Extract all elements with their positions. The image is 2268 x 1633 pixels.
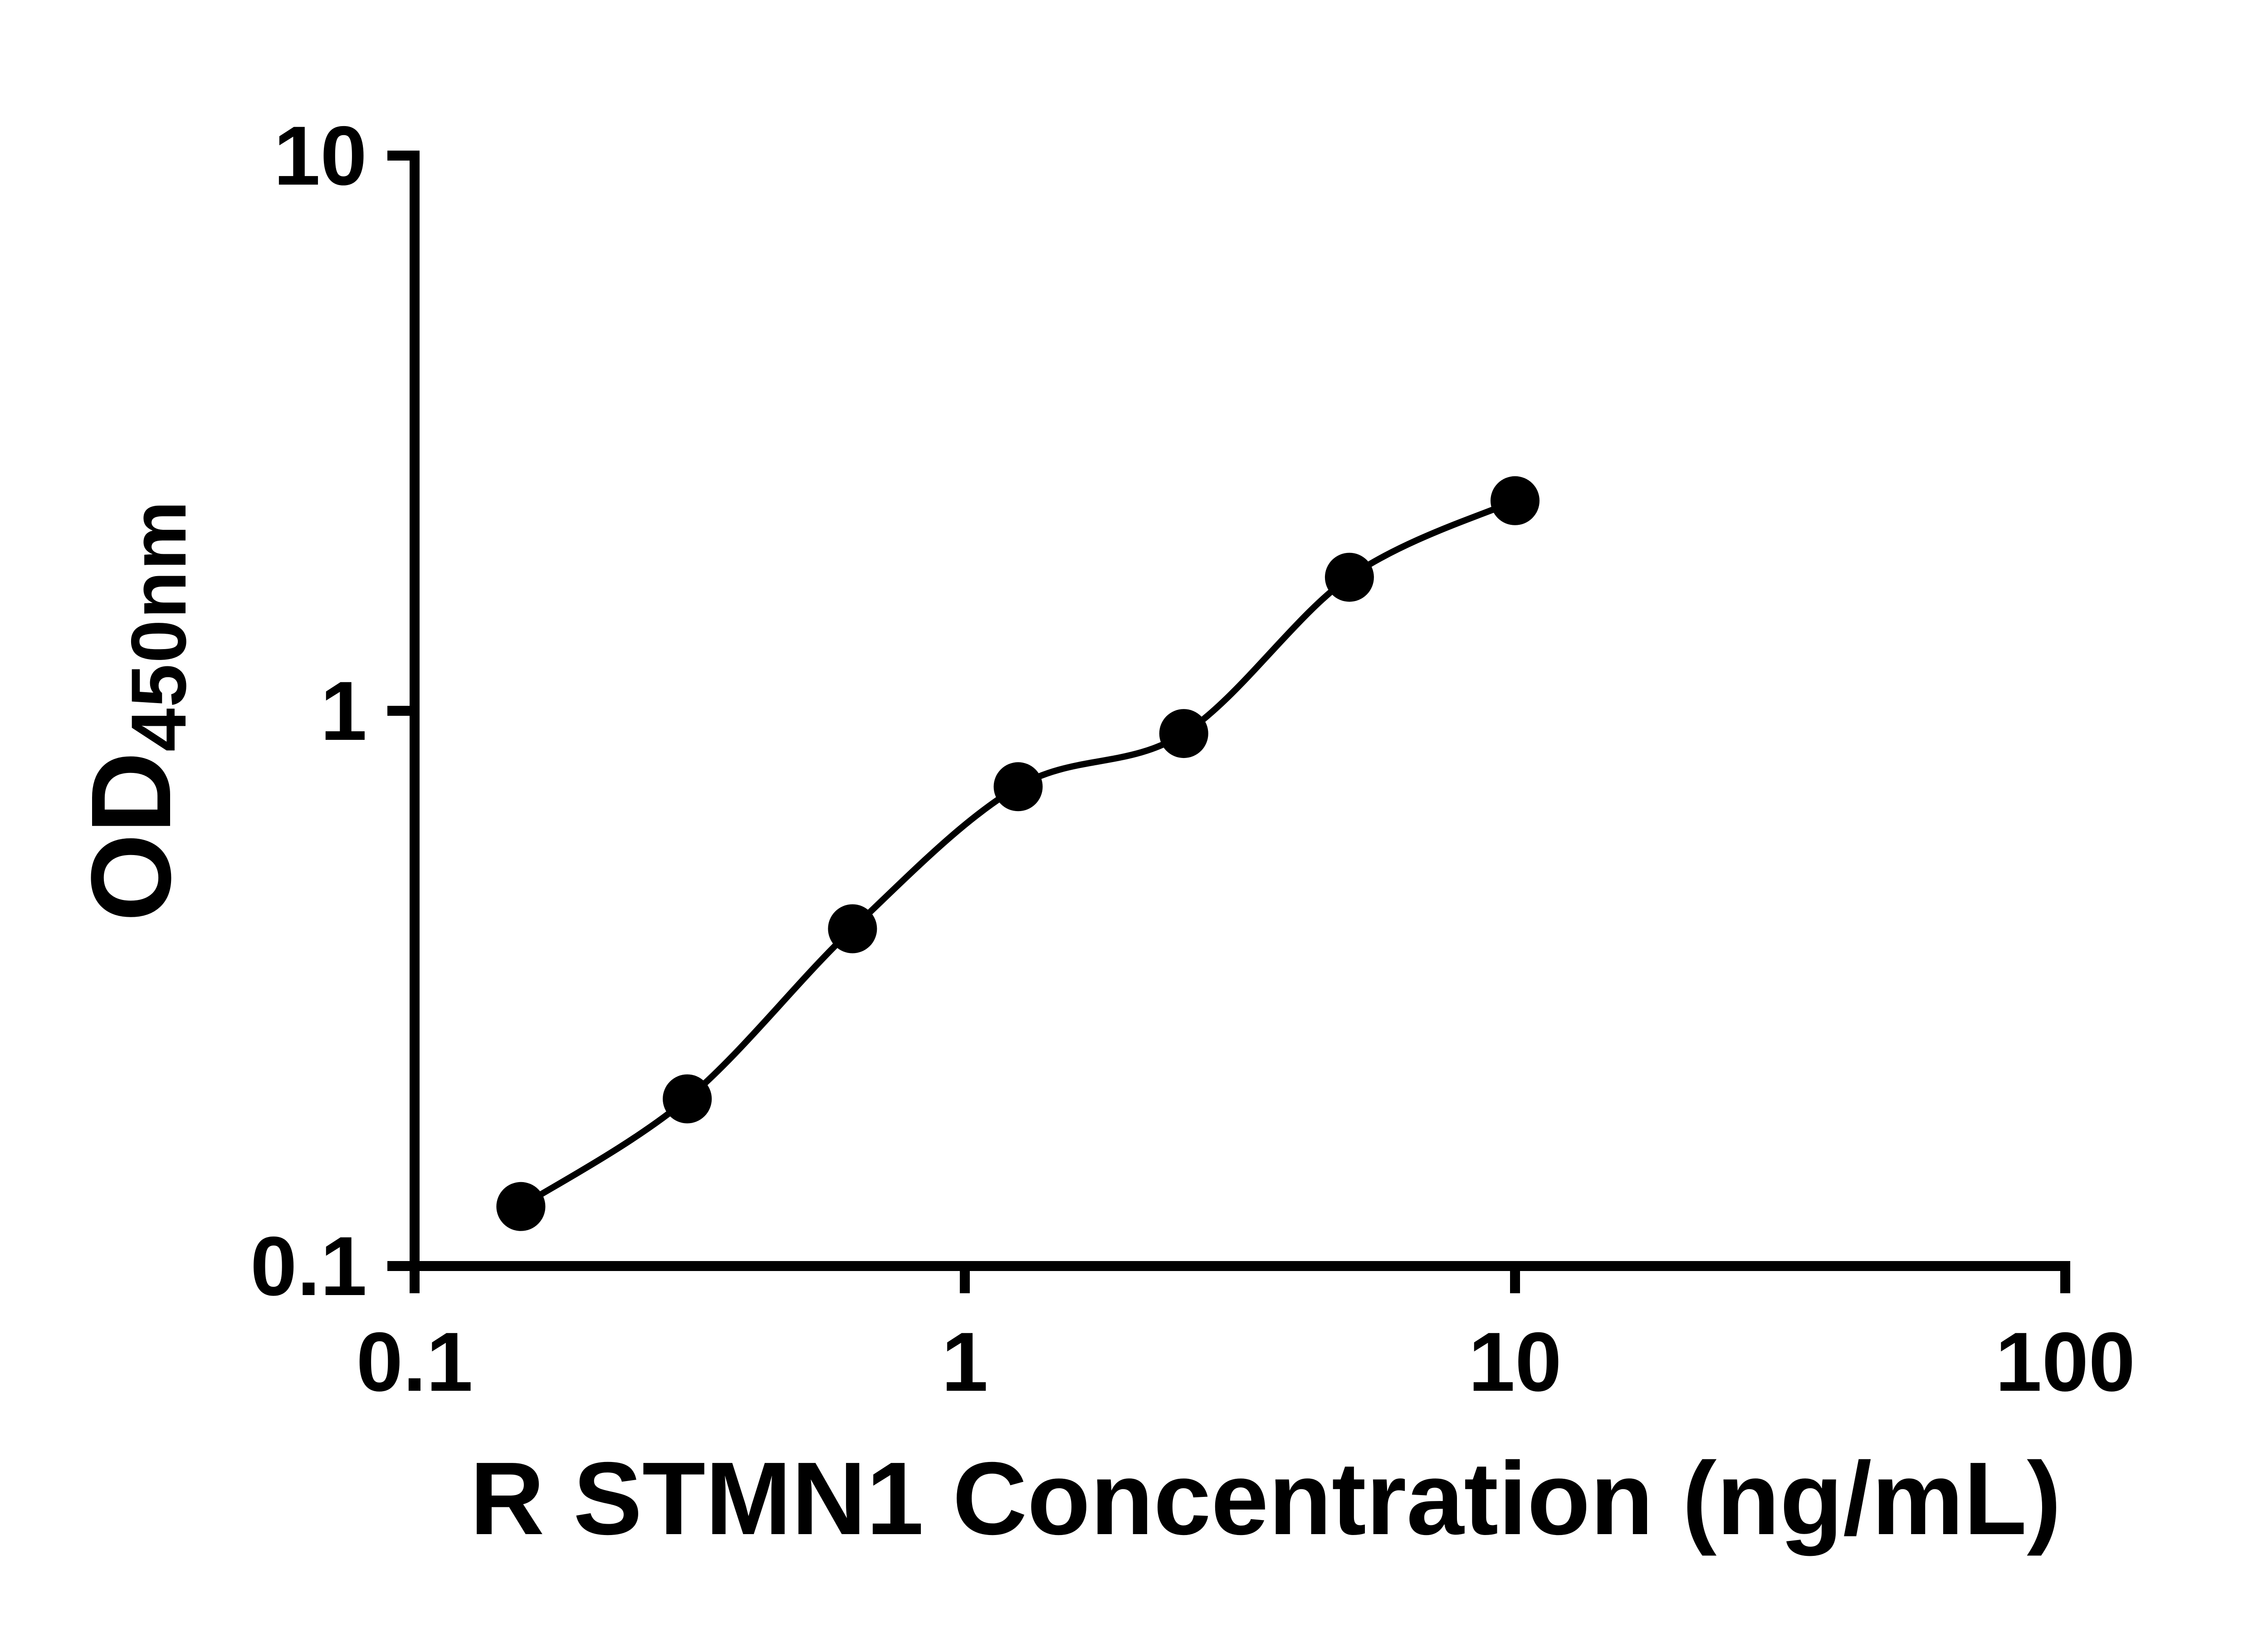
data-point-marker: [1491, 476, 1540, 525]
y-axis-tick-label: 0.1: [250, 1220, 367, 1313]
data-point-marker: [663, 1074, 712, 1124]
y-axis-tick-label: 10: [274, 109, 367, 203]
x-axis-tick-label: 10: [1468, 1315, 1562, 1409]
y-axis-label: OD450nm: [68, 500, 202, 922]
y-axis-label-subscript: 450nm: [115, 500, 202, 752]
x-axis-label: R STMN1 Concentration (ng/mL): [469, 1441, 2062, 1556]
y-axis-label-main: OD: [68, 751, 194, 922]
data-point-marker: [496, 1182, 546, 1231]
data-point-marker: [1325, 552, 1374, 602]
data-point-marker: [993, 762, 1043, 812]
data-point-marker: [828, 904, 877, 953]
data-point-marker: [1159, 709, 1208, 758]
x-axis-tick-label: 100: [1995, 1315, 2136, 1409]
y-axis-tick-label: 1: [320, 665, 367, 758]
x-axis-tick-label: 0.1: [356, 1315, 473, 1409]
x-axis-tick-label: 1: [942, 1315, 988, 1409]
